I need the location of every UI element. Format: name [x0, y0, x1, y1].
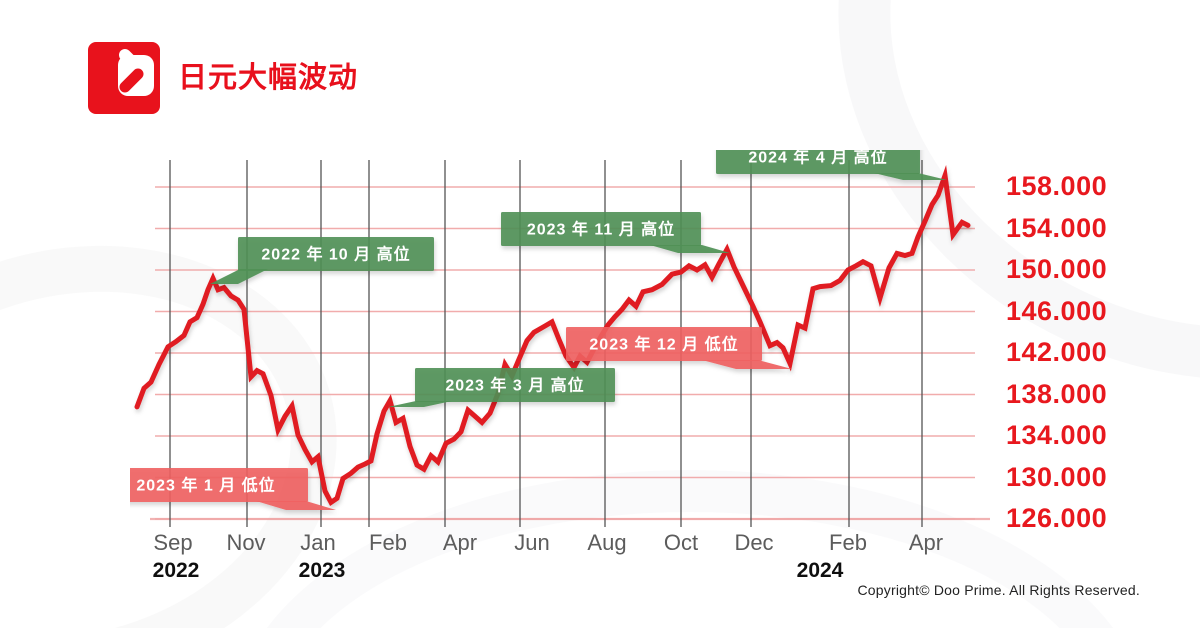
x-axis-month-label: Dec: [734, 530, 774, 555]
price-line-usdjpy: [134, 165, 971, 507]
x-axis-year-label: 2023: [298, 559, 346, 582]
annotation-tail: [256, 501, 336, 510]
annotation-tail: [874, 173, 947, 180]
x-axis-month-label: Feb: [369, 530, 407, 555]
annotation-label: 2024 年 4 月 高位: [748, 150, 887, 167]
x-axis-month-label: Apr: [908, 530, 944, 555]
annotation-box: [566, 327, 762, 361]
y-axis-tick-label: 154.000: [1006, 212, 1108, 243]
x-axis-year-label: 2024: [796, 559, 844, 582]
doo-prime-logo-icon: [88, 42, 160, 114]
annotation-box: [501, 212, 701, 246]
annotation-low: 2023 年 1 月 低位: [130, 468, 336, 510]
annotation-box: [130, 468, 308, 502]
annotation-box: [415, 368, 615, 402]
annotation-high: 2024 年 4 月 高位: [716, 150, 947, 180]
page-title: 日元大幅波动: [178, 62, 359, 94]
y-axis-tick-label: 130.000: [1006, 461, 1108, 492]
annotation-label: 2023 年 11 月 高位: [527, 220, 675, 239]
annotation-box: [716, 150, 920, 174]
annotation-low: 2023 年 12 月 低位: [566, 327, 792, 369]
x-axis-year-label: 2022: [152, 559, 200, 582]
annotation-high: 2022 年 10 月 高位: [210, 237, 434, 284]
x-axis-month-label: Apr: [442, 530, 478, 555]
chart-plot-area: 2022 年 10 月 高位 2023 年 1 月 低位 2023 年 3 月 高位…: [130, 150, 990, 527]
annotation-tail: [388, 401, 452, 407]
x-axis-month-label: Oct: [663, 530, 699, 555]
y-axis-tick-label: 146.000: [1006, 295, 1108, 326]
y-axis-tick-label: 134.000: [1006, 420, 1108, 450]
annotation-box: [238, 237, 434, 271]
annotation-high: 2023 年 3 月 高位: [388, 368, 615, 407]
annotation-label: 2023 年 1 月 低位: [136, 476, 275, 495]
x-axis-month-label: Jan: [300, 530, 336, 555]
annotation-label: 2023 年 12 月 低位: [589, 335, 738, 354]
y-axis-tick-label: 126.000: [1006, 503, 1108, 533]
x-axis-month-label: Nov: [226, 530, 266, 555]
x-axis-month-label: Sep: [153, 530, 193, 555]
annotation-label: 2022 年 10 月 高位: [261, 245, 410, 264]
annotation-high: 2023 年 11 月 高位: [501, 212, 730, 253]
copyright-text: Copyright© Doo Prime. All Rights Reserve…: [857, 582, 1140, 598]
annotation-tail: [702, 360, 792, 369]
y-axis-tick-label: 142.000: [1006, 337, 1108, 367]
x-axis-month-label: Aug: [587, 530, 627, 555]
x-axis-month-label: Jun: [514, 530, 550, 555]
annotation-tail: [650, 245, 730, 253]
y-axis-tick-label: 150.000: [1006, 254, 1108, 284]
page-header: 日元大幅波动: [88, 42, 358, 114]
y-axis-tick-label: 138.000: [1006, 378, 1108, 409]
y-axis-tick-label: 158.000: [1006, 171, 1108, 201]
annotation-tail: [210, 269, 268, 284]
x-axis-month-label: Feb: [829, 530, 867, 555]
annotation-label: 2023 年 3 月 高位: [445, 376, 584, 395]
